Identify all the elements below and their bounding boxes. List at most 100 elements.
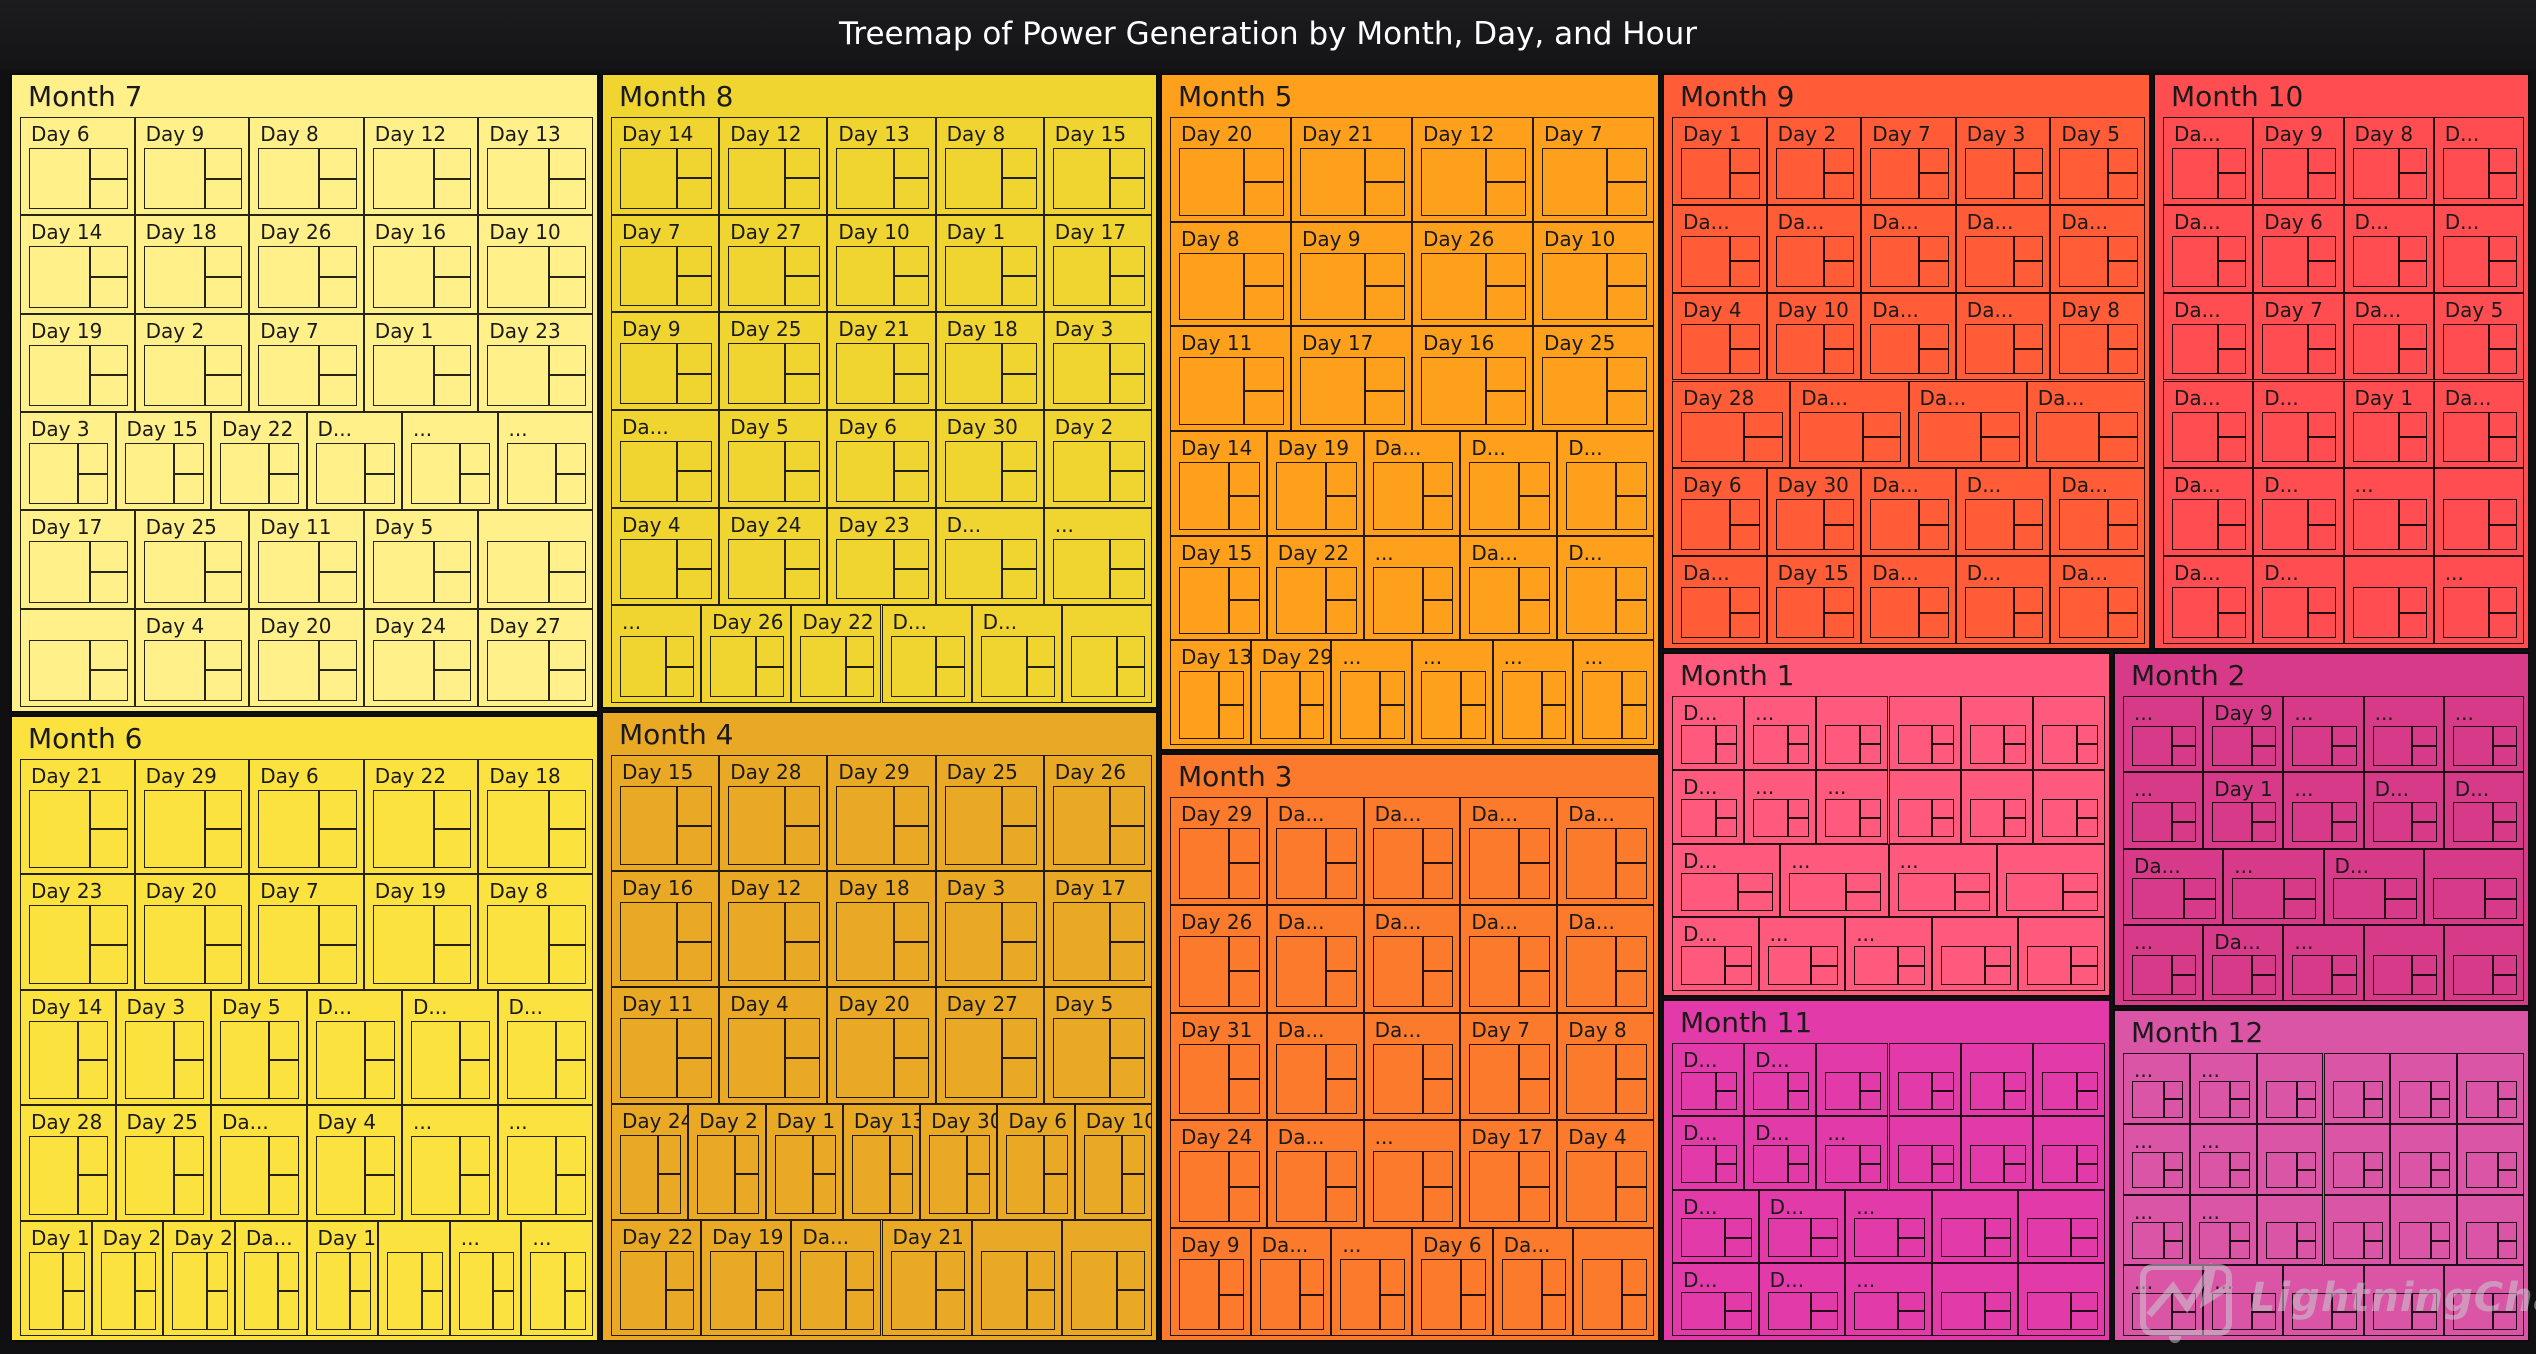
day-rect[interactable]: ... bbox=[1744, 769, 1817, 844]
day-rect[interactable]: D... bbox=[1672, 917, 1759, 991]
day-rect[interactable]: Day 20 bbox=[1170, 117, 1291, 222]
day-rect[interactable]: Day 8 bbox=[249, 117, 364, 216]
day-rect[interactable]: D... bbox=[2253, 468, 2344, 557]
day-rect[interactable]: Day 15 bbox=[115, 412, 211, 511]
day-rect[interactable]: Day 22 bbox=[211, 412, 307, 511]
day-rect[interactable] bbox=[2283, 1265, 2364, 1336]
day-rect[interactable]: ... bbox=[1888, 843, 1997, 918]
day-rect[interactable]: Day 6 bbox=[997, 1103, 1075, 1220]
day-rect[interactable]: D... bbox=[1672, 1262, 1759, 1336]
day-rect[interactable]: Day 14 bbox=[611, 117, 720, 215]
day-rect[interactable] bbox=[1888, 1116, 1961, 1190]
day-rect[interactable]: Day 7 bbox=[249, 874, 364, 990]
month-rect[interactable]: Month 3 Day 29 Da... Da... Da... Da... Day 26 D… bbox=[1160, 753, 1660, 1342]
day-rect[interactable]: D... bbox=[2253, 556, 2344, 644]
day-rect[interactable] bbox=[971, 1219, 1062, 1336]
day-rect[interactable]: Day 31 bbox=[1170, 1012, 1267, 1121]
day-rect[interactable]: ... bbox=[449, 1220, 522, 1336]
day-rect[interactable] bbox=[2032, 1116, 2105, 1190]
day-rect[interactable]: ... bbox=[497, 1105, 593, 1221]
day-rect[interactable]: Da... bbox=[1955, 292, 2051, 381]
day-rect[interactable]: Day 19 bbox=[363, 874, 479, 990]
day-rect[interactable]: D... bbox=[2433, 204, 2524, 293]
day-rect[interactable]: ... bbox=[1758, 917, 1846, 991]
day-rect[interactable]: Day 1 bbox=[1672, 117, 1767, 205]
day-rect[interactable]: Day 29 bbox=[134, 759, 250, 875]
day-rect[interactable]: ... bbox=[2123, 696, 2204, 773]
day-rect[interactable]: Da... bbox=[2163, 380, 2254, 469]
day-rect[interactable]: Day 23 bbox=[827, 507, 936, 606]
day-rect[interactable] bbox=[2457, 1053, 2524, 1124]
day-rect[interactable] bbox=[2433, 468, 2524, 557]
day-rect[interactable]: Day 24 bbox=[163, 1220, 235, 1336]
day-rect[interactable] bbox=[2256, 1194, 2324, 1266]
day-rect[interactable]: ... bbox=[2203, 1265, 2284, 1336]
day-rect[interactable]: ... bbox=[402, 1105, 498, 1221]
month-rect[interactable]: Month 7 Day 6 Day 9 Day 8 Day 12 Day 13 Day 14… bbox=[10, 73, 599, 713]
day-rect[interactable]: Day 27 bbox=[719, 214, 828, 313]
day-rect[interactable]: Day 15 bbox=[1170, 535, 1267, 641]
day-rect[interactable]: Day 1 bbox=[765, 1103, 843, 1220]
day-rect[interactable]: Day 1 bbox=[935, 214, 1044, 313]
day-rect[interactable]: Day 23 bbox=[20, 874, 135, 990]
day-rect[interactable]: Day 10 bbox=[478, 215, 593, 314]
day-rect[interactable] bbox=[2390, 1123, 2458, 1195]
day-rect[interactable] bbox=[1996, 843, 2105, 918]
day-rect[interactable]: Day 29 bbox=[1170, 797, 1267, 905]
day-rect[interactable]: Day 8 bbox=[2050, 292, 2145, 381]
day-rect[interactable]: Day 28 bbox=[1672, 380, 1791, 469]
day-rect[interactable]: Da... bbox=[1363, 1012, 1461, 1121]
month-rect[interactable]: Month 4 Day 15 Day 28 Day 29 Day 25 Day 26 Day… bbox=[601, 711, 1158, 1342]
day-rect[interactable]: Day 9 bbox=[2203, 696, 2284, 773]
day-rect[interactable] bbox=[2457, 1194, 2524, 1266]
day-rect[interactable] bbox=[1888, 769, 1961, 844]
day-rect[interactable]: Da... bbox=[1460, 904, 1558, 1013]
day-rect[interactable]: Da... bbox=[2343, 292, 2434, 381]
day-rect[interactable] bbox=[1816, 696, 1889, 770]
day-rect[interactable]: Day 17 bbox=[1291, 326, 1412, 431]
day-rect[interactable]: Day 8 bbox=[935, 117, 1044, 215]
day-rect[interactable]: Day 27 bbox=[478, 608, 593, 707]
day-rect[interactable]: Day 11 bbox=[1170, 326, 1291, 431]
day-rect[interactable]: Day 24 bbox=[1170, 1120, 1267, 1229]
day-rect[interactable]: ... bbox=[1816, 769, 1889, 844]
day-rect[interactable]: ... bbox=[2123, 1053, 2190, 1124]
day-rect[interactable]: ... bbox=[2123, 1194, 2190, 1266]
day-rect[interactable] bbox=[2323, 1053, 2391, 1124]
day-rect[interactable]: Da... bbox=[2026, 380, 2145, 469]
day-rect[interactable]: Day 13 bbox=[842, 1103, 921, 1220]
day-rect[interactable]: Da... bbox=[611, 410, 720, 508]
day-rect[interactable]: Day 16 bbox=[20, 1220, 92, 1336]
day-rect[interactable]: D... bbox=[1460, 431, 1558, 536]
day-rect[interactable]: Day 5 bbox=[1043, 987, 1152, 1104]
day-rect[interactable]: Day 6 bbox=[20, 117, 135, 216]
day-rect[interactable]: D... bbox=[2253, 380, 2344, 469]
day-rect[interactable] bbox=[2457, 1123, 2524, 1195]
day-rect[interactable]: D... bbox=[306, 989, 402, 1106]
day-rect[interactable]: ... bbox=[1816, 1116, 1889, 1190]
day-rect[interactable]: Da... bbox=[2050, 556, 2145, 644]
day-rect[interactable]: Day 18 bbox=[478, 759, 593, 875]
day-rect[interactable]: D... bbox=[1672, 1116, 1745, 1190]
day-rect[interactable]: Day 22 bbox=[791, 605, 882, 703]
day-rect[interactable]: D... bbox=[935, 507, 1044, 606]
day-rect[interactable]: Day 10 bbox=[1074, 1103, 1152, 1220]
day-rect[interactable]: Day 28 bbox=[719, 755, 828, 872]
day-rect[interactable]: Da... bbox=[1557, 904, 1654, 1013]
day-rect[interactable]: Day 3 bbox=[20, 412, 116, 511]
day-rect[interactable]: Day 7 bbox=[611, 214, 720, 313]
day-rect[interactable]: Da... bbox=[2050, 468, 2145, 557]
day-rect[interactable]: D... bbox=[1744, 1116, 1817, 1190]
day-rect[interactable]: Day 21 bbox=[827, 312, 936, 410]
day-rect[interactable]: Day 18 bbox=[134, 215, 250, 314]
day-rect[interactable]: D... bbox=[1672, 1043, 1745, 1117]
day-rect[interactable] bbox=[1573, 1228, 1654, 1336]
day-rect[interactable]: Day 25 bbox=[115, 1105, 211, 1221]
day-rect[interactable]: ... bbox=[1845, 1262, 1932, 1336]
day-rect[interactable] bbox=[378, 1220, 450, 1336]
day-rect[interactable]: Day 9 bbox=[1291, 221, 1412, 327]
day-rect[interactable]: Da... bbox=[1790, 380, 1909, 469]
day-rect[interactable]: Day 24 bbox=[611, 1103, 689, 1220]
day-rect[interactable]: Day 30 bbox=[1766, 468, 1862, 557]
day-rect[interactable]: Day 14 bbox=[20, 215, 135, 314]
